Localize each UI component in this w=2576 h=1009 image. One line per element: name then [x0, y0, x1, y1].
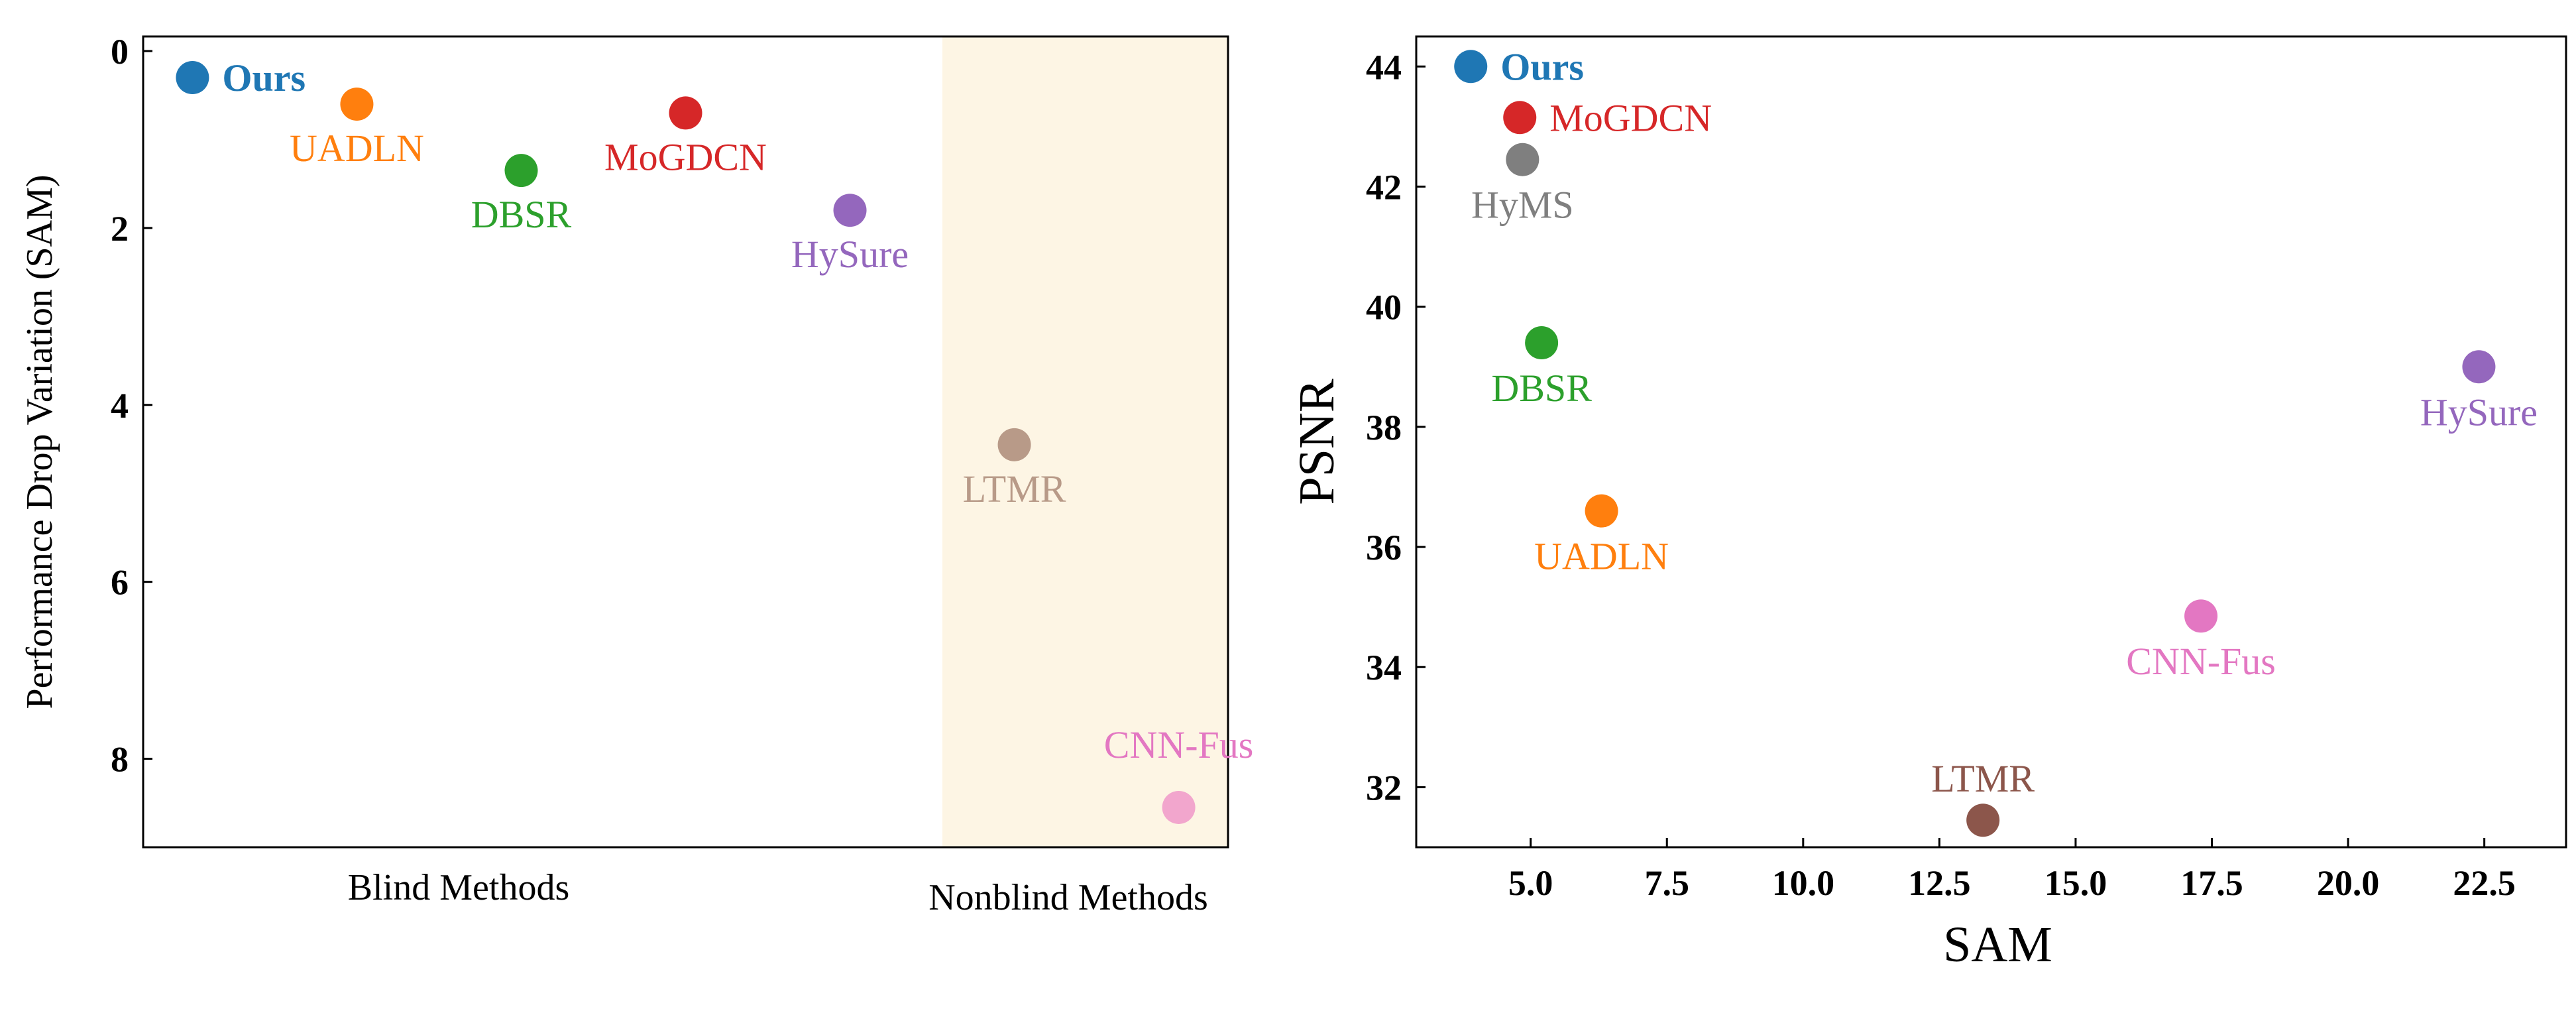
point-label-mogdcn: MoGDCN [604, 135, 767, 178]
right-x-tick-label: 20.0 [2317, 863, 2380, 903]
right-x-tick-label: 17.5 [2180, 863, 2243, 903]
right-plot-frame [1415, 35, 2567, 849]
right-x-axis-label: SAM [1943, 917, 2052, 973]
left-y-tick-label: 2 [111, 209, 129, 249]
point-label-dbsr: DBSR [1491, 367, 1592, 410]
point-label-ltmr: LTMR [963, 467, 1066, 510]
right-scatter-chart: 5.0 7.5 10.0 12.5 15.0 17.5 20.0 22.5 32 34 36 38 40… [1289, 35, 2567, 973]
point-ours [176, 61, 209, 95]
point-label-ours: Ours [1500, 45, 1584, 88]
point-label-hysure: HySure [791, 233, 909, 276]
point-hysure [833, 194, 867, 227]
point-label-cnn-fus: CNN-Fus [1104, 723, 1254, 766]
right-y-tick-label: 42 [1366, 167, 1402, 207]
right-x-tick-label: 7.5 [1644, 863, 1689, 903]
right-y-axis-label: PSNR [1289, 379, 1345, 504]
point-label-uadln: UADLN [1534, 535, 1669, 578]
right-y-tick-label: 32 [1366, 768, 1402, 807]
point-ours [1454, 50, 1488, 84]
right-x-tick-label: 12.5 [1908, 863, 1971, 903]
point-uadln [340, 88, 374, 121]
point-dbsr [1525, 326, 1559, 360]
right-y-tick-label: 44 [1366, 47, 1402, 87]
left-scatter-chart: 0 2 4 6 8 Performance Drop Variation (SAM) Bli… [19, 32, 1253, 918]
right-x-tick-label: 15.0 [2044, 863, 2107, 903]
group-label-nonblind: Nonblind Methods [928, 877, 1208, 918]
right-x-tick-label: 22.5 [2453, 863, 2516, 903]
left-plot-frame [142, 35, 1229, 849]
left-y-tick-label: 0 [111, 32, 129, 72]
left-y-tick-label: 8 [111, 740, 129, 780]
point-label-ours: Ours [222, 56, 306, 99]
point-label-hyms: HyMS [1471, 184, 1574, 227]
point-label-dbsr: DBSR [471, 193, 572, 236]
point-uadln [1585, 494, 1618, 528]
point-mogdcn [1503, 101, 1537, 135]
right-y-tick-label: 34 [1366, 648, 1402, 687]
point-label-uadln: UADLN [290, 127, 424, 170]
right-y-tick-label: 36 [1366, 528, 1402, 567]
point-hyms [1506, 143, 1540, 176]
point-label-mogdcn: MoGDCN [1549, 96, 1712, 139]
point-cnn-fus [2184, 599, 2218, 633]
right-y-tick-label: 40 [1366, 288, 1402, 327]
point-mogdcn [669, 96, 702, 130]
point-label-cnn-fus: CNN-Fus [2126, 640, 2276, 683]
point-label-ltmr: LTMR [1931, 757, 2035, 800]
right-x-tick-label: 10.0 [1772, 863, 1835, 903]
point-ltmr [1966, 803, 2000, 837]
point-dbsr [504, 154, 538, 188]
left-y-tick-label: 6 [111, 563, 129, 603]
point-hysure [2462, 350, 2496, 384]
group-label-blind: Blind Methods [348, 867, 569, 908]
nonblind-region-shade [942, 36, 1228, 847]
right-x-tick-label: 5.0 [1508, 863, 1553, 903]
point-label-hysure: HySure [2420, 390, 2538, 434]
left-y-tick-label: 4 [111, 386, 129, 426]
point-ltmr [997, 428, 1031, 461]
right-y-tick-label: 38 [1366, 408, 1402, 447]
point-cnn-fus [1162, 790, 1196, 824]
left-y-axis-label: Performance Drop Variation (SAM) [19, 174, 60, 709]
